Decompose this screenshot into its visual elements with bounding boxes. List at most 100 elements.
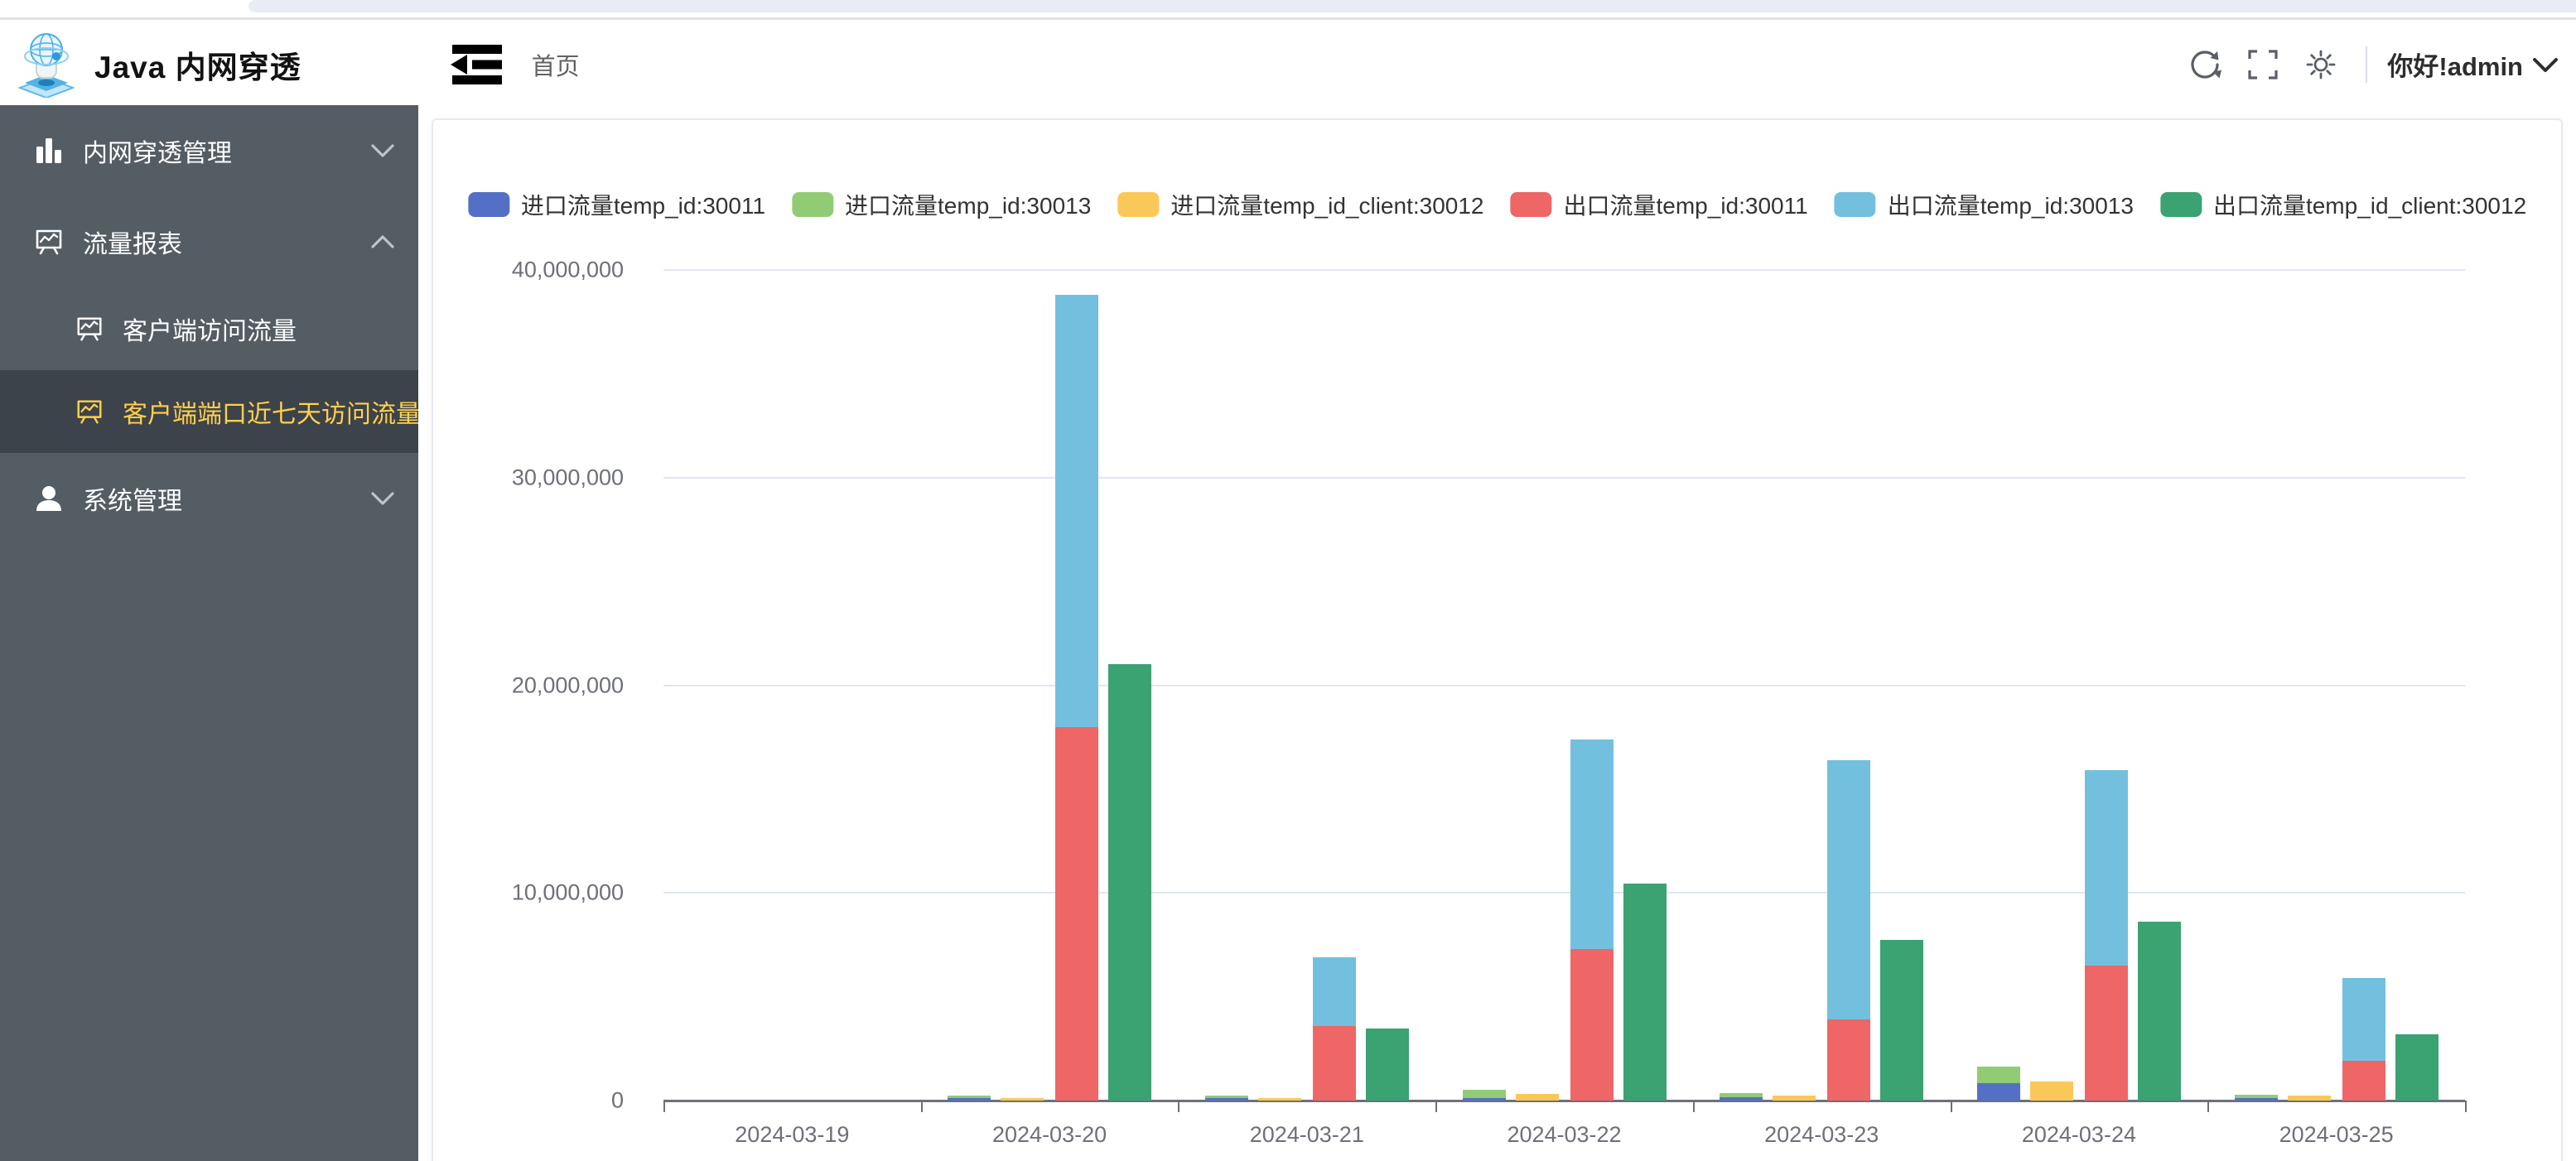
refresh-button[interactable]: [2187, 46, 2223, 83]
sidebar-item-traffic-report[interactable]: 流量报表: [0, 196, 418, 287]
bar-segment[interactable]: [1570, 739, 1614, 949]
fullscreen-button[interactable]: [2245, 46, 2281, 83]
chart-legend: 进口流量temp_id:30011 进口流量temp_id:30013 进口流量te…: [467, 188, 2527, 221]
bar-segment[interactable]: [1880, 939, 1924, 1101]
bar-segment[interactable]: [1623, 883, 1667, 1101]
bar-segment[interactable]: [1827, 759, 1871, 1020]
x-axis-tick: [1692, 1101, 1695, 1112]
bar-segment[interactable]: [1055, 295, 1099, 727]
theme-toggle-button[interactable]: [2303, 46, 2339, 83]
bar-segment[interactable]: [1462, 1089, 1506, 1098]
report-board-icon: [36, 229, 62, 255]
x-axis-tick: [1178, 1101, 1180, 1112]
bar-segment[interactable]: [2287, 1096, 2331, 1101]
bar-segment[interactable]: [2342, 1061, 2385, 1101]
x-axis-tick: [663, 1101, 665, 1112]
top-divider: [0, 17, 2576, 20]
sidebar-collapse-icon[interactable]: [450, 44, 502, 84]
legend-swatch: [467, 192, 509, 217]
bar-segment[interactable]: [2137, 922, 2181, 1101]
app-logo-icon: [17, 32, 75, 98]
y-gridline: [663, 269, 2465, 271]
legend-item[interactable]: 进口流量temp_id_client:30012: [1117, 188, 1484, 221]
legend-swatch: [1510, 192, 1552, 217]
bar-segment[interactable]: [2395, 1033, 2439, 1101]
legend-label: 出口流量temp_id_client:30012: [2212, 193, 2527, 219]
legend-swatch: [2159, 192, 2202, 217]
sidebar-item-system-management[interactable]: 系统管理: [0, 453, 418, 544]
legend-item[interactable]: 出口流量temp_id:30011: [1510, 188, 1808, 221]
bar-segment[interactable]: [1204, 1096, 1248, 1098]
bar-segment[interactable]: [948, 1096, 991, 1099]
x-axis-category-label: 2024-03-21: [1249, 1122, 1364, 1147]
sidebar-item-tunnel-management[interactable]: 内网穿透管理: [0, 105, 418, 196]
x-axis-category-label: 2024-03-19: [735, 1122, 850, 1147]
legend-label: 出口流量temp_id:30011: [1563, 193, 1808, 219]
bar-segment[interactable]: [1312, 1025, 1356, 1101]
bar-chart-icon: [36, 138, 61, 163]
x-axis-category-label: 2024-03-24: [2021, 1122, 2136, 1147]
legend-item[interactable]: 出口流量temp_id:30013: [1834, 188, 2134, 221]
y-gridline: [663, 892, 2465, 894]
y-axis-tick-label: 0: [610, 1087, 624, 1113]
traffic-bar-chart: 进口流量temp_id:30011 进口流量temp_id:30013 进口流量te…: [433, 120, 2561, 1161]
top-scrollbar-track: [248, 0, 2576, 12]
y-axis-tick-label: 40,000,000: [511, 257, 624, 282]
bar-segment[interactable]: [1204, 1097, 1248, 1101]
sidebar-item-client-traffic[interactable]: 客户端访问流量: [0, 287, 418, 370]
legend-item[interactable]: 进口流量temp_id:30013: [792, 188, 1091, 221]
header-divider: [2366, 46, 2368, 83]
sidebar-item-label: 客户端访问流量: [123, 318, 297, 345]
bar-segment[interactable]: [1976, 1082, 2020, 1101]
main-content: 进口流量temp_id:30011 进口流量temp_id:30013 进口流量te…: [418, 105, 2576, 1161]
legend-label: 出口流量temp_id:30013: [1887, 193, 2134, 219]
refresh-icon: [2191, 50, 2222, 79]
chevron-up-icon: [371, 235, 394, 248]
bar-segment[interactable]: [1720, 1092, 1763, 1097]
x-axis-line: [663, 1100, 2465, 1102]
bar-segment[interactable]: [2084, 966, 2128, 1101]
bar-segment[interactable]: [1976, 1066, 2020, 1083]
bar-segment[interactable]: [2234, 1097, 2278, 1101]
bar-segment[interactable]: [1570, 948, 1614, 1101]
legend-item[interactable]: 进口流量temp_id:30011: [467, 188, 766, 221]
legend-label: 进口流量temp_id:30011: [520, 193, 766, 219]
chevron-down-icon: [2533, 57, 2558, 72]
x-axis-tick: [920, 1101, 923, 1112]
bar-segment[interactable]: [1515, 1094, 1559, 1101]
breadcrumb[interactable]: 首页: [531, 53, 580, 80]
bar-segment[interactable]: [2084, 770, 2128, 966]
chart-card: 进口流量temp_id:30011 进口流量temp_id:30013 进口流量te…: [432, 118, 2563, 1161]
sidebar-item-label: 内网穿透管理: [83, 140, 232, 167]
y-axis-tick-label: 20,000,000: [511, 672, 624, 697]
user-icon: [36, 486, 61, 511]
bar-segment[interactable]: [1827, 1019, 1871, 1101]
legend-label: 进口流量temp_id:30013: [845, 193, 1092, 219]
bar-segment[interactable]: [1257, 1097, 1301, 1101]
sidebar: 内网穿透管理 流量报表 客户端访问流量: [0, 105, 421, 1161]
user-menu[interactable]: 你好!admin: [2387, 46, 2559, 83]
report-board-icon: [77, 400, 102, 424]
bar-segment[interactable]: [1773, 1096, 1816, 1101]
fullscreen-icon: [2248, 49, 2278, 79]
bar-segment[interactable]: [1108, 664, 1152, 1101]
bar-segment[interactable]: [1312, 956, 1356, 1026]
bar-segment[interactable]: [2342, 978, 2385, 1062]
bar-segment[interactable]: [1462, 1097, 1506, 1101]
x-axis-tick: [2207, 1101, 2210, 1112]
sidebar-item-label: 流量报表: [83, 231, 182, 258]
bar-segment[interactable]: [948, 1098, 991, 1101]
bar-segment[interactable]: [1365, 1029, 1409, 1101]
y-gridline: [663, 476, 2465, 479]
header: Java 内网穿透 首页: [0, 23, 2576, 105]
sidebar-item-client-port-7day-traffic[interactable]: 客户端端口近七天访问流量: [0, 370, 421, 453]
bar-segment[interactable]: [2029, 1082, 2073, 1101]
bar-segment[interactable]: [1720, 1096, 1763, 1101]
bar-segment[interactable]: [2234, 1094, 2278, 1098]
x-axis-category-label: 2024-03-22: [1507, 1122, 1622, 1147]
bar-segment[interactable]: [1055, 726, 1099, 1101]
legend-item[interactable]: 出口流量temp_id_client:30012: [2159, 188, 2527, 221]
x-axis-category-label: 2024-03-23: [1764, 1122, 1879, 1147]
y-axis-tick-label: 30,000,000: [511, 465, 624, 490]
bar-segment[interactable]: [1001, 1097, 1044, 1101]
